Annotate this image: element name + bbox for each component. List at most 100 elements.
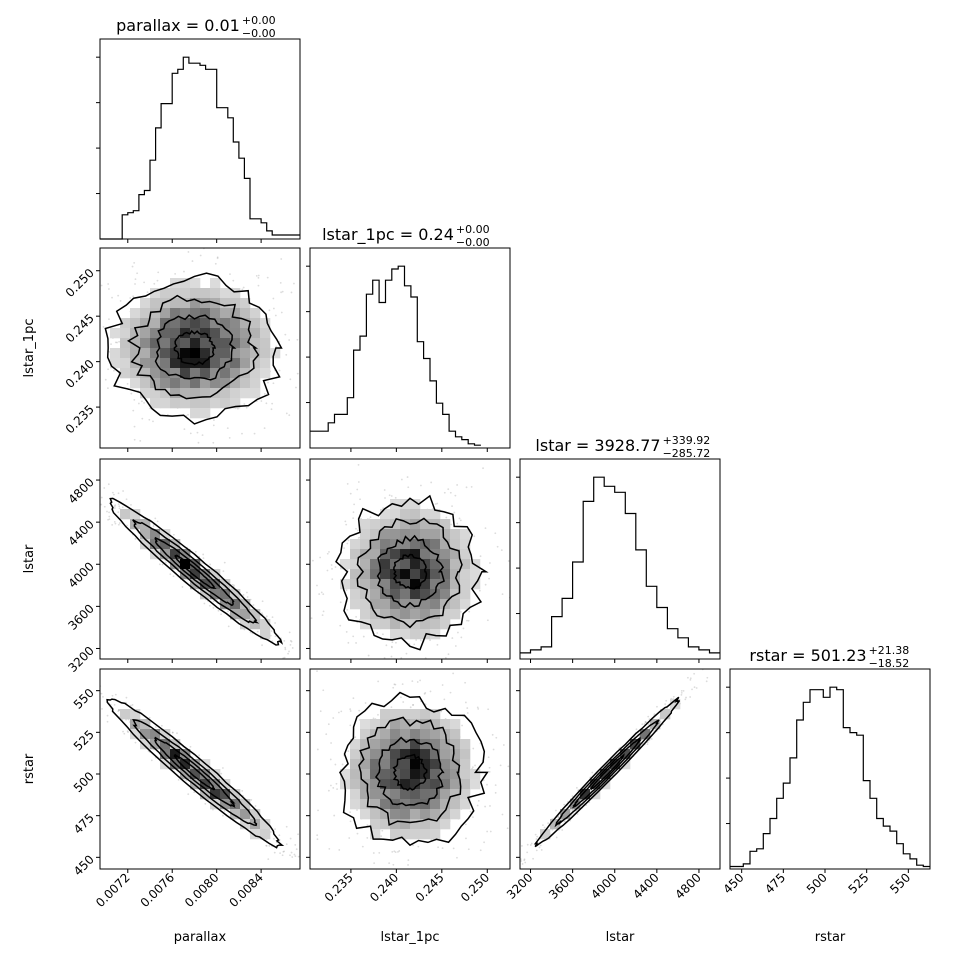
scatter-point	[122, 490, 124, 492]
density-cell	[150, 388, 161, 399]
scatter-point	[148, 716, 151, 719]
scatter-point	[424, 703, 427, 706]
density-cell	[150, 529, 161, 540]
density-cell	[430, 599, 441, 610]
scatter-point	[269, 634, 272, 637]
density-panel-lstar_1pc-rstar	[306, 668, 511, 873]
scatter-point	[680, 691, 683, 694]
density-cell	[180, 759, 191, 770]
y-axis-label-rstar: rstar	[22, 753, 37, 784]
scatter-point	[349, 820, 352, 823]
scatter-point	[129, 297, 132, 299]
density-cell	[250, 338, 261, 349]
contour-level-4	[590, 753, 625, 790]
density-cell	[430, 709, 441, 720]
density-cell	[380, 819, 391, 830]
scatter-point	[450, 523, 453, 526]
scatter-point	[409, 706, 412, 709]
density-cell	[370, 779, 381, 790]
scatter-point	[316, 838, 319, 841]
density-cell	[250, 318, 261, 329]
scatter-point	[502, 744, 505, 746]
scatter-point	[154, 517, 157, 520]
scatter-point	[270, 408, 273, 411]
density-cell	[200, 358, 211, 369]
scatter-point	[492, 748, 495, 751]
density-cell	[400, 519, 411, 530]
scatter-point	[263, 427, 266, 430]
scatter-point	[271, 616, 274, 619]
density-cell	[420, 509, 431, 520]
density-cell	[390, 789, 401, 800]
density-cell	[190, 779, 201, 790]
scatter-point	[538, 846, 541, 849]
density-cell	[180, 348, 191, 359]
scatter-point	[222, 767, 224, 769]
density-cell	[240, 308, 251, 319]
scatter-point	[296, 338, 299, 341]
scatter-point	[352, 697, 355, 700]
density-cell	[470, 569, 481, 580]
scatter-point	[489, 805, 491, 807]
scatter-point	[283, 639, 286, 642]
scatter-point	[535, 849, 538, 852]
density-cell	[460, 769, 471, 780]
scatter-point	[143, 281, 146, 284]
scatter-point	[285, 843, 288, 846]
density-cell	[410, 719, 421, 730]
scatter-point	[436, 502, 439, 505]
scatter-point	[152, 525, 155, 528]
density-cell	[370, 549, 381, 560]
scatter-point	[187, 413, 189, 416]
density-cell	[110, 348, 121, 359]
density-cell	[130, 348, 141, 359]
scatter-point	[465, 486, 468, 489]
scatter-point	[111, 296, 113, 299]
density-cell	[240, 338, 251, 349]
scatter-point	[132, 409, 135, 412]
scatter-point	[233, 584, 235, 587]
density-cell	[430, 619, 441, 630]
scatter-point	[257, 276, 260, 279]
scatter-point	[372, 717, 375, 720]
scatter-point	[672, 695, 675, 698]
density-content	[310, 463, 510, 659]
density-cell	[440, 579, 451, 590]
density-cell	[410, 829, 421, 840]
density-cell	[230, 298, 241, 309]
scatter-point	[137, 402, 140, 405]
scatter-point	[288, 339, 291, 341]
scatter-point	[143, 402, 145, 404]
scatter-point	[187, 251, 190, 253]
density-cell	[230, 799, 241, 810]
scatter-point	[117, 294, 120, 297]
density-cell	[380, 609, 391, 620]
density-cell	[410, 509, 421, 520]
scatter-point	[535, 838, 538, 840]
scatter-point	[470, 485, 473, 488]
density-cell	[200, 298, 211, 309]
density-cell	[380, 559, 391, 570]
scatter-point	[349, 708, 352, 711]
contour-level-3	[376, 534, 445, 609]
contour-level-1	[335, 494, 489, 651]
scatter-point	[133, 438, 136, 441]
density-cell	[120, 509, 131, 520]
density-cell	[180, 368, 191, 379]
density-cell	[150, 368, 161, 379]
panel-frame	[519, 458, 721, 660]
scatter-point	[390, 655, 393, 658]
density-cell	[200, 589, 211, 600]
density-cell	[220, 388, 231, 399]
density-cell	[170, 549, 181, 560]
scatter-point	[377, 680, 380, 683]
scatter-point	[208, 604, 211, 607]
density-cell	[360, 719, 371, 730]
scatter-point	[118, 522, 121, 524]
scatter-point	[127, 731, 129, 734]
scatter-point	[500, 549, 503, 552]
density-cell	[430, 829, 441, 840]
scatter-point	[467, 619, 470, 622]
density-cell	[200, 288, 211, 299]
scatter-point	[366, 824, 369, 827]
